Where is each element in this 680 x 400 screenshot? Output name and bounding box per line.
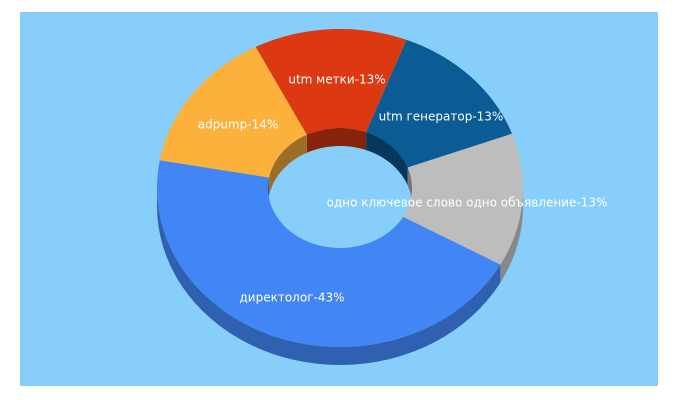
slice-label: директолог-43% — [240, 291, 345, 305]
slice-inner-wall — [269, 134, 307, 196]
slice[interactable] — [366, 39, 513, 168]
slice[interactable] — [403, 133, 523, 265]
slice-inner-walls — [268, 128, 412, 266]
slice-label: одно ключевое слово одно объявление-13% — [327, 196, 608, 210]
slice[interactable] — [157, 160, 501, 347]
slice-tops — [157, 29, 523, 347]
slice-side — [500, 188, 523, 283]
slice[interactable] — [255, 29, 407, 135]
slice-label: utm метки-13% — [288, 73, 385, 87]
slice-label: utm генератор-13% — [379, 110, 504, 124]
slice-label: adpump-14% — [198, 118, 279, 132]
slice-inner-wall — [366, 132, 408, 186]
slice-labels: utm метки-13% utm генератор-13% одно ключе… — [198, 73, 608, 305]
slice-sides — [157, 188, 523, 365]
slice-inner-wall — [407, 167, 412, 206]
donut-hole — [268, 146, 412, 266]
slice[interactable] — [159, 46, 307, 178]
slice-inner-wall — [306, 128, 367, 153]
